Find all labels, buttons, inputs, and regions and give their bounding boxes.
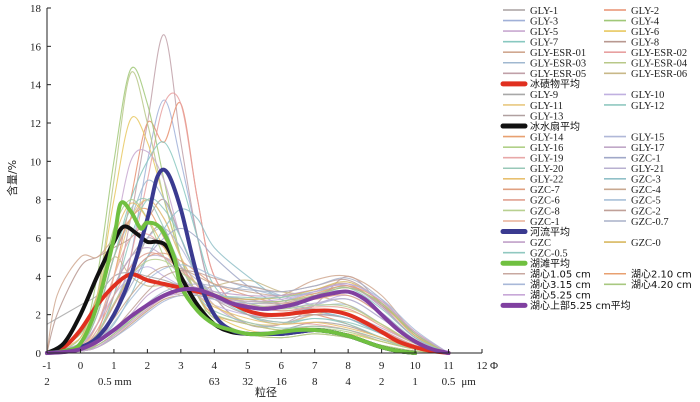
legend-label: 湖心1.05 cm [530,269,591,281]
legend-label: GZC-3 [631,175,661,186]
legend-label: GZC-0 [631,238,661,249]
x-tick-label: 6 [278,360,284,372]
legend-label: GLY-1 [530,6,558,17]
secondary-tick-label: 63 [209,376,221,388]
legend-label: GLY-17 [631,143,664,154]
legend-label: GLY-20 [530,164,563,175]
legend-label: GZC [530,238,551,249]
legend-label: GLY-22 [530,175,563,186]
y-tick-label: 4 [36,271,42,283]
x-tick-label: -1 [42,360,51,372]
legend-label: GLY-8 [631,37,659,48]
x-tick-label: 11 [443,360,454,372]
phi-symbol: Φ [490,360,498,372]
secondary-tick-label: 2 [379,376,385,388]
legend-label: GLY-19 [530,154,563,165]
secondary-tick-label: 16 [276,376,288,388]
x-axis-title: 粒径 [255,385,277,399]
legend-label: GZC-8 [530,206,560,217]
legend-label: GLY-13 [530,111,563,122]
legend-label: 湖心3.15 cm [530,279,591,291]
x-tick-label: 5 [245,360,251,372]
legend-label: GLY-6 [631,27,659,38]
series-line-冰碛物平均 [45,272,451,355]
legend-label: GZC-1 [530,217,560,228]
legend-label: GLY-4 [631,16,660,27]
y-tick-label: 14 [30,80,42,92]
secondary-tick-label: 4 [345,376,351,388]
legend-label: 湖心上部5.25 cm平均 [530,299,631,312]
legend-label: GZC-4 [631,185,661,196]
legend-label: GLY-ESR-06 [631,69,687,80]
legend-label: 湖心5.25 cm [530,290,591,302]
y-tick-label: 8 [36,195,42,207]
legend-label: GZC-5 [631,196,661,207]
y-tick-label: 10 [30,156,42,168]
secondary-tick-label: 32 [242,376,253,388]
y-tick-label: 16 [30,41,42,53]
series-line-GZC-3 [46,208,450,354]
x-tick-label: 9 [379,360,385,372]
legend: GLY-1 GLY-2 GLY-3 GLY-4 GLY-5 GLY-6 GLY-7 GLY-8… [500,6,692,312]
legend-label: GLY-ESR-04 [631,59,688,70]
legend-label: GLY-9 [530,90,558,101]
x-tick-label: 3 [178,360,184,372]
y-axis-title: 含量/% [5,160,19,196]
legend-label: GZC-7 [530,185,560,196]
legend-label: GLY-5 [530,27,558,38]
legend-label: GZC-0.5 [530,248,568,259]
secondary-tick-label: 0.5 mm [98,376,132,388]
x-tick-label: 2 [145,360,151,372]
secondary-tick-label: 1 [412,376,418,388]
secondary-tick-label: 0.5 [442,376,456,388]
legend-label: 湖心2.10 cm [631,269,692,281]
legend-label: GZC-1 [631,154,661,165]
x-tick-label: 0 [78,360,84,372]
legend-label: 冰水扇平均 [530,120,580,133]
legend-label: GLY-ESR-01 [530,48,586,59]
legend-label: GLY-2 [631,6,659,17]
legend-label: GLY-ESR-03 [530,59,586,70]
legend-label: GZC-2 [631,206,661,217]
x-tick-label: 8 [345,360,351,372]
legend-label: 湖心4.20 cm [631,279,692,291]
legend-label: GLY-11 [530,101,563,112]
legend-label: GLY-ESR-05 [530,69,586,80]
x-tick-label: 1 [111,360,117,372]
y-tick-label: 12 [30,118,41,130]
legend-label: GLY-10 [631,90,664,101]
y-tick-label: 6 [36,233,42,245]
legend-label: 冰碛物平均 [530,78,580,91]
y-tick-label: 0 [36,348,42,360]
y-tick-label: 18 [30,3,42,15]
legend-label: GZC-6 [530,196,560,207]
legend-label: GLY-21 [631,164,664,175]
legend-label: GLY-16 [530,143,563,154]
legend-label: GLY-14 [530,132,564,143]
legend-label: GZC-0.7 [631,217,669,228]
legend-label: GLY-7 [530,37,558,48]
series-line-湖心上部5.25 cm平均 [45,287,451,355]
x-tick-label: 4 [212,360,218,372]
y-tick-label: 2 [36,310,42,322]
legend-label: 河流平均 [530,225,570,238]
x-tick-label: 12 [477,360,488,372]
legend-label: 湖滩平均 [530,257,570,270]
legend-label: GLY-3 [530,16,558,27]
secondary-tick-label: 8 [312,376,318,388]
plot-lines [45,34,451,355]
x-tick-label: 10 [410,360,422,372]
legend-label: GLY-ESR-02 [631,48,687,59]
x-tick-label: 7 [312,360,318,372]
secondary-tick-label: μm [461,376,476,388]
legend-label: GLY-12 [631,101,664,112]
series-line-湖滩平均 [45,200,418,355]
secondary-tick-label: 2 [44,376,50,388]
legend-label: GLY-15 [631,132,664,143]
